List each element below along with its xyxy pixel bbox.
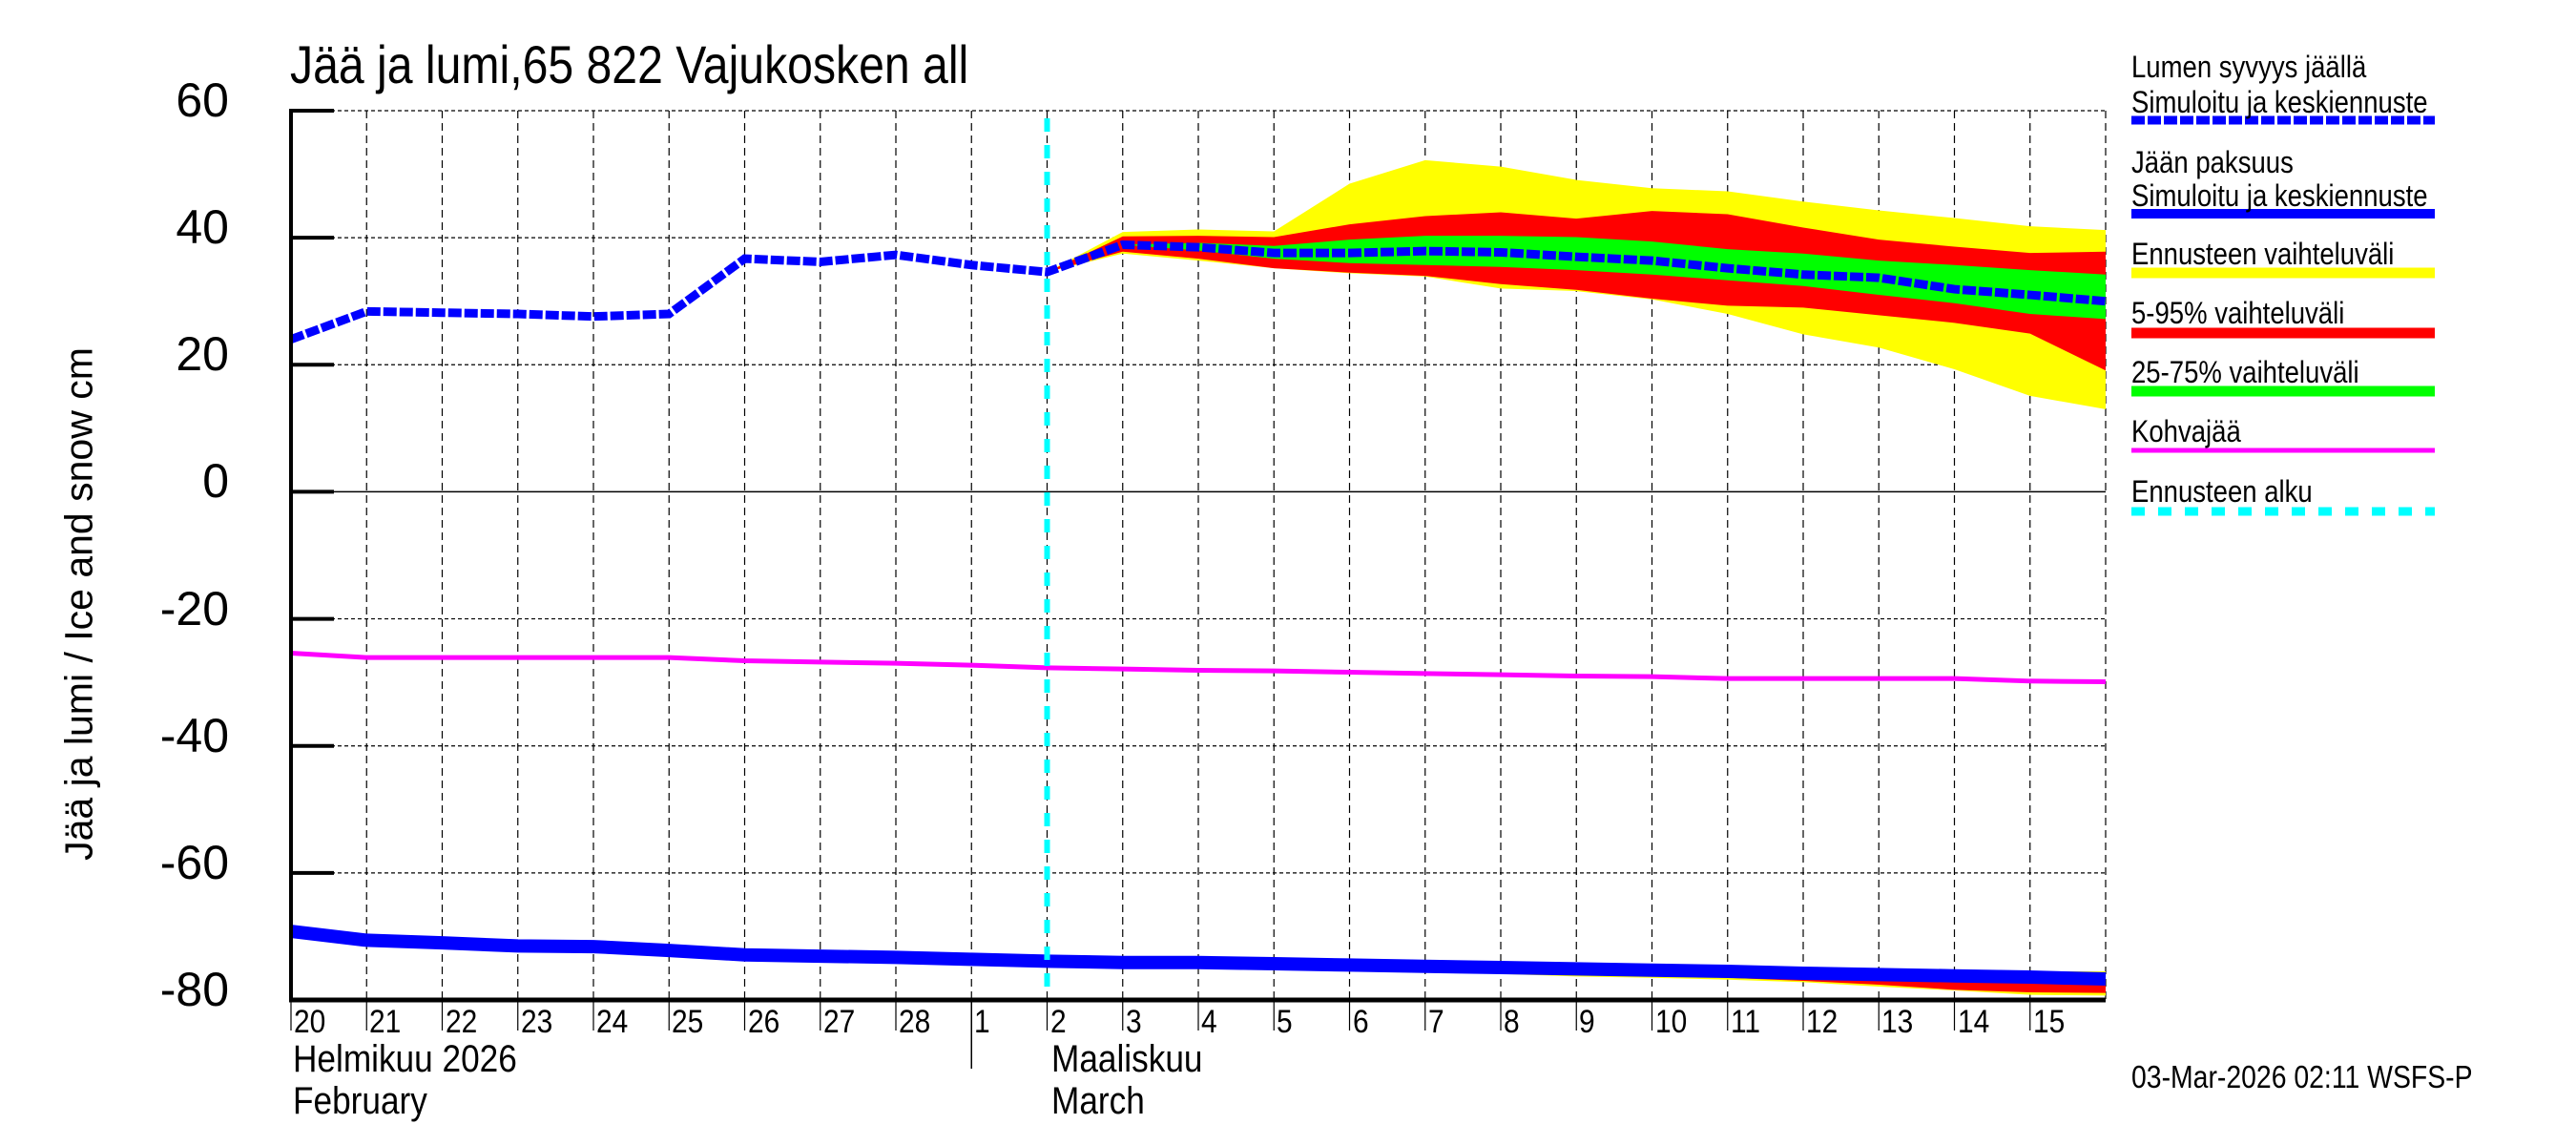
x-tick-label: 25 bbox=[672, 1004, 704, 1040]
x-tick-label: 8 bbox=[1504, 1004, 1520, 1040]
month-label-mar-en: March bbox=[1051, 1080, 1145, 1122]
chart-title: Jää ja lumi,65 822 Vajukosken all bbox=[290, 34, 969, 94]
x-tick-label: 3 bbox=[1125, 1004, 1142, 1040]
x-tick-label: 26 bbox=[747, 1004, 779, 1040]
legend-forecast-start-label: Ennusteen alku bbox=[2131, 474, 2313, 509]
legend-snow-label: Lumen syvyys jäällä bbox=[2131, 50, 2367, 84]
x-tick-label: 10 bbox=[1654, 1004, 1687, 1040]
month-label-feb-en: February bbox=[293, 1080, 427, 1122]
x-tick-label: 5 bbox=[1277, 1004, 1293, 1040]
data-lines bbox=[289, 118, 2107, 1000]
y-axis-label: Jää ja lumi / Ice and snow cm bbox=[56, 347, 101, 861]
x-tick-label: 2 bbox=[1049, 1004, 1067, 1040]
timestamp: 03-Mar-2026 02:11 WSFS-P bbox=[2131, 1059, 2473, 1094]
legend-ice-label: Jään paksuus bbox=[2131, 145, 2294, 179]
x-tick-label: 4 bbox=[1201, 1004, 1217, 1040]
x-tick-label: 28 bbox=[899, 1004, 931, 1040]
x-tick-label: 20 bbox=[294, 1004, 326, 1040]
x-tick-label: 13 bbox=[1881, 1004, 1914, 1040]
legend-25-75-label: 25-75% vaihteluväli bbox=[2131, 355, 2359, 389]
axes bbox=[289, 109, 2106, 1069]
x-tick-label: 11 bbox=[1730, 1004, 1760, 1040]
legend-5-95-label: 5-95% vaihteluväli bbox=[2131, 296, 2345, 330]
x-tick-label: 21 bbox=[369, 1004, 402, 1040]
legend-snow-sublabel: Simuloitu ja keskiennuste bbox=[2131, 85, 2428, 119]
month-label-feb-fi: Helmikuu 2026 bbox=[293, 1038, 517, 1080]
y-tick-label: 40 bbox=[176, 200, 229, 255]
x-tick-label: 23 bbox=[520, 1004, 553, 1040]
x-tick-label: 9 bbox=[1579, 1004, 1595, 1040]
month-label-mar-fi: Maaliskuu bbox=[1051, 1038, 1203, 1080]
y-tick-label: 60 bbox=[176, 73, 229, 127]
ice-thickness-line bbox=[290, 925, 2107, 987]
x-tick-label: 14 bbox=[1957, 1004, 1989, 1040]
legend-swatches bbox=[2131, 115, 2435, 516]
x-tick-label: 1 bbox=[974, 1004, 990, 1040]
y-tick-label: -40 bbox=[159, 708, 229, 762]
x-tick-label: 22 bbox=[445, 1004, 477, 1040]
x-tick-label: 27 bbox=[822, 1004, 856, 1040]
legend-ice-sublabel: Simuloitu ja keskiennuste bbox=[2131, 178, 2428, 213]
legend-range-label: Ennusteen vaihteluväli bbox=[2131, 237, 2395, 271]
snow-depth-line bbox=[289, 239, 2107, 344]
x-tick-label: 15 bbox=[2032, 1004, 2066, 1040]
y-tick-label: -80 bbox=[159, 963, 229, 1016]
x-tick-label: 24 bbox=[596, 1004, 629, 1040]
y-tick-label: 20 bbox=[176, 327, 229, 382]
kohvajaa-line bbox=[290, 651, 2107, 684]
y-tick-label: -20 bbox=[159, 581, 229, 635]
x-tick-label: 6 bbox=[1352, 1004, 1369, 1040]
x-tick-label: 7 bbox=[1427, 1004, 1444, 1040]
x-tick-label: 12 bbox=[1806, 1004, 1839, 1040]
y-tick-label: -60 bbox=[159, 835, 229, 889]
legend-kohvajaa-label: Kohvajää bbox=[2131, 414, 2241, 448]
y-tick-label: 0 bbox=[202, 454, 229, 509]
